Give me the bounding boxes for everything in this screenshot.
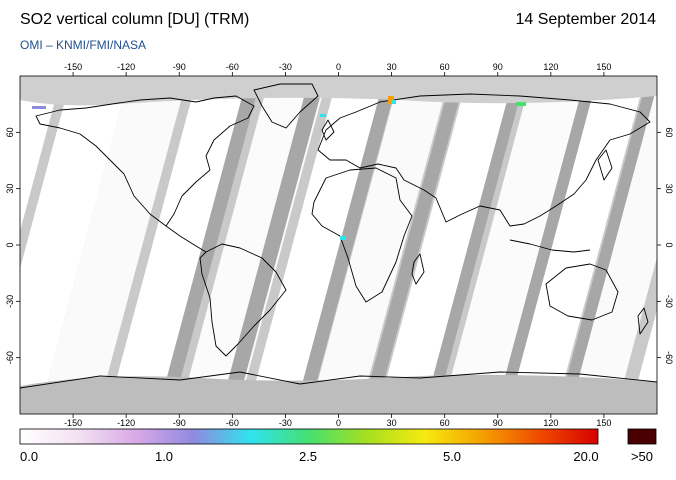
indonesia-coast bbox=[509, 239, 591, 253]
colorbar-label-2-5: 2.5 bbox=[298, 449, 318, 464]
lon-tick-label-top: 60 bbox=[440, 62, 450, 72]
so2-hotspot bbox=[392, 100, 396, 104]
swath-white bbox=[20, 76, 130, 414]
swath-dark bbox=[423, 76, 526, 414]
lon-tick-label-bottom: 150 bbox=[596, 418, 611, 428]
swath-white bbox=[309, 76, 450, 414]
north-america-coast bbox=[35, 95, 255, 227]
lat-tick-label-left: 60 bbox=[5, 127, 15, 137]
lon-tick-label-top: 120 bbox=[543, 62, 558, 72]
so2-hotspot bbox=[388, 96, 394, 104]
colorbar-label-20: 20.0 bbox=[573, 449, 599, 464]
south-america-coast bbox=[199, 243, 287, 357]
colorbar-label-min: 0.0 bbox=[20, 449, 39, 464]
map-date: 14 September 2014 bbox=[515, 11, 656, 28]
lon-tick-label-bottom: 0 bbox=[336, 418, 341, 428]
lat-tick-label-left: 30 bbox=[5, 184, 15, 194]
orbit-swaths bbox=[20, 76, 657, 414]
so2-hotspot bbox=[516, 102, 526, 106]
lon-tick-label-top: -120 bbox=[117, 62, 135, 72]
data-credit: OMI – KNMI/FMI/NASA bbox=[20, 38, 147, 52]
madagascar-coast bbox=[411, 253, 425, 285]
greenland-coast bbox=[253, 83, 319, 129]
lon-tick-label-bottom: -30 bbox=[279, 418, 292, 428]
lat-tick-label-right: 60 bbox=[664, 127, 674, 137]
colorbar bbox=[19, 428, 599, 445]
swath-white bbox=[507, 76, 646, 414]
colorbar-label-1: 1.0 bbox=[154, 449, 174, 464]
so2-hotspot bbox=[340, 236, 346, 240]
central-america-coast bbox=[165, 225, 207, 253]
lon-tick-label-top: -90 bbox=[173, 62, 186, 72]
lon-tick-label-top: 30 bbox=[387, 62, 397, 72]
lon-tick-label-bottom: -120 bbox=[117, 418, 135, 428]
colorbar-label-overflow: >50 bbox=[630, 449, 654, 464]
lat-tick-label-left: -60 bbox=[5, 351, 15, 364]
australia-coast bbox=[545, 263, 619, 321]
swath-dark bbox=[557, 76, 657, 414]
antarctic-no-data bbox=[20, 374, 657, 414]
lon-tick-label-bottom: 60 bbox=[440, 418, 450, 428]
lon-tick-label-top: 90 bbox=[493, 62, 503, 72]
lat-tick-label-left: -30 bbox=[5, 295, 15, 308]
lat-tick-label-right: -60 bbox=[664, 351, 674, 364]
swath-white bbox=[107, 76, 256, 414]
new-zealand-coast bbox=[637, 307, 649, 335]
map-area bbox=[20, 76, 657, 414]
swath-dark bbox=[361, 76, 466, 414]
lon-tick-label-top: -30 bbox=[279, 62, 292, 72]
lat-tick-label-left: 0 bbox=[5, 242, 15, 247]
swath-dark bbox=[495, 76, 598, 414]
lon-tick-label-top: -60 bbox=[226, 62, 239, 72]
dark-swaths bbox=[157, 76, 657, 414]
swath-dark bbox=[294, 76, 399, 414]
lon-tick-label-bottom: -150 bbox=[64, 418, 82, 428]
lat-tick-label-right: -30 bbox=[664, 295, 674, 308]
lat-tick-label-right: 0 bbox=[664, 242, 674, 247]
lon-tick-label-bottom: 90 bbox=[493, 418, 503, 428]
swath-white bbox=[567, 76, 657, 414]
antarctica-coast bbox=[20, 371, 657, 389]
map-title: SO2 vertical column [DU] (TRM) bbox=[20, 11, 250, 28]
swath-white bbox=[39, 76, 188, 414]
eurasia-coast bbox=[317, 93, 651, 227]
japan-coast bbox=[597, 149, 613, 181]
swath-white bbox=[20, 76, 62, 414]
colorbar-label-5: 5.0 bbox=[442, 449, 462, 464]
swath-white bbox=[377, 76, 518, 414]
so2-hotspot bbox=[32, 106, 46, 109]
arctic-no-data bbox=[20, 76, 657, 106]
uk-coast bbox=[321, 119, 335, 141]
coastlines bbox=[20, 83, 657, 389]
lon-tick-label-top: -150 bbox=[64, 62, 82, 72]
colorbar-overflow-box bbox=[627, 428, 657, 445]
lon-tick-label-bottom: -90 bbox=[173, 418, 186, 428]
lon-tick-label-bottom: 30 bbox=[387, 418, 397, 428]
lon-tick-label-bottom: -60 bbox=[226, 418, 239, 428]
swath-dark bbox=[157, 76, 262, 414]
graticule-ticks: -150 -150 -120 -120 -90 -90 -60 -60 -30 -30 0 0 30 30… bbox=[5, 62, 674, 428]
lon-tick-label-bottom: 120 bbox=[543, 418, 558, 428]
lat-tick-label-right: 30 bbox=[664, 184, 674, 194]
lon-tick-label-top: 0 bbox=[336, 62, 341, 72]
lon-tick-label-top: 150 bbox=[596, 62, 611, 72]
swath-white bbox=[441, 76, 586, 414]
so2-signals bbox=[32, 96, 526, 240]
swath-dark bbox=[219, 76, 326, 414]
swath-white bbox=[247, 76, 392, 414]
africa-coast bbox=[311, 167, 413, 303]
so2-hotspot bbox=[320, 114, 326, 117]
